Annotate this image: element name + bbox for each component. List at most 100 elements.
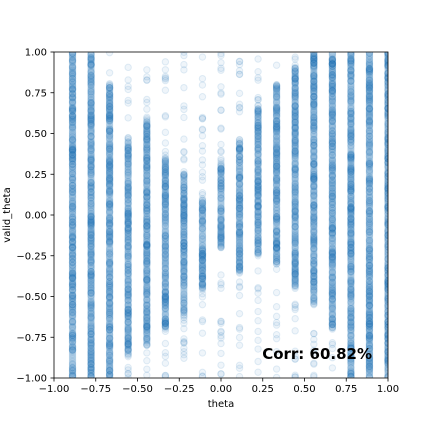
scatter-point: [68, 135, 77, 144]
scatter-point: [105, 341, 114, 350]
scatter-point: [68, 220, 77, 228]
scatter-point: [68, 332, 77, 341]
scatter-point: [291, 304, 299, 312]
scatter-point: [143, 135, 151, 143]
scatter-point: [198, 53, 207, 61]
scatter-point: [68, 269, 77, 277]
scatter-point: [68, 360, 77, 369]
scatter-point: [68, 335, 77, 344]
scatter-point: [87, 350, 95, 358]
scatter-point: [68, 218, 77, 226]
scatter-point: [68, 270, 77, 278]
scatter-point: [68, 107, 77, 115]
scatter-point: [254, 327, 262, 336]
scatter-point: [68, 342, 77, 351]
scatter-point: [68, 58, 77, 66]
scatter-point: [68, 91, 77, 99]
scatter-point: [272, 260, 281, 268]
scatter-point: [124, 248, 132, 256]
scatter-point: [68, 317, 77, 326]
scatter-point: [105, 366, 114, 375]
scatter-point: [217, 204, 225, 213]
scatter-point: [68, 203, 77, 211]
scatter-point: [68, 187, 77, 195]
scatter-point: [68, 258, 77, 267]
scatter-point: [217, 184, 225, 193]
scatter-point: [291, 327, 299, 335]
scatter-point: [87, 207, 95, 215]
scatter-point: [68, 141, 77, 150]
scatter-point: [68, 306, 77, 314]
scatter-point: [68, 334, 77, 343]
scatter-point: [68, 64, 77, 73]
scatter-point: [87, 313, 95, 322]
scatter-point: [68, 169, 77, 178]
scatter-point: [68, 151, 77, 159]
scatter-point: [235, 333, 244, 342]
scatter-point: [68, 264, 77, 272]
scatter-point: [68, 255, 77, 263]
scatter-point: [68, 280, 77, 288]
scatter-point: [68, 56, 77, 64]
scatter-point: [68, 300, 77, 309]
scatter-point: [68, 345, 77, 354]
scatter-point: [87, 360, 95, 369]
scatter-point: [68, 304, 77, 313]
scatter-point: [124, 281, 132, 289]
scatter-point: [68, 169, 77, 178]
scatter-point: [68, 66, 77, 74]
scatter-point: [68, 80, 77, 89]
scatter-point: [68, 366, 77, 375]
scatter-point: [68, 218, 77, 226]
scatter-point: [87, 322, 95, 331]
scatter-point: [310, 201, 318, 209]
scatter-point: [68, 132, 77, 141]
scatter-point: [68, 115, 77, 123]
scatter-point: [68, 325, 77, 333]
scatter-point: [68, 291, 77, 299]
scatter-point: [68, 124, 77, 133]
scatter-point: [68, 180, 77, 188]
scatter-point: [68, 365, 77, 373]
scatter-point: [143, 245, 151, 254]
scatter-point: [68, 202, 77, 211]
scatter-point: [105, 155, 114, 164]
scatter-point: [124, 238, 132, 247]
scatter-point: [68, 266, 77, 274]
scatter-point: [161, 163, 170, 171]
scatter-point: [68, 115, 77, 123]
scatter-point: [68, 244, 77, 252]
scatter-point: [254, 317, 262, 325]
scatter-point: [124, 143, 132, 152]
scatter-point: [68, 156, 77, 164]
scatter-point: [68, 100, 77, 108]
scatter-point: [68, 320, 77, 329]
scatter-point: [68, 254, 77, 263]
scatter-point: [68, 74, 77, 83]
scatter-point: [68, 258, 77, 266]
scatter-point: [68, 318, 77, 326]
scatter-point: [68, 315, 77, 323]
scatter-point: [68, 300, 77, 309]
scatter-point: [105, 89, 114, 98]
scatter-point: [68, 221, 77, 230]
scatter-point: [68, 218, 77, 226]
scatter-point: [198, 261, 207, 269]
scatter-point: [68, 85, 77, 93]
scatter-point: [235, 341, 244, 349]
scatter-point: [124, 290, 132, 298]
scatter-point: [68, 223, 77, 231]
scatter-point: [68, 224, 77, 233]
scatter-point: [68, 274, 77, 283]
scatter-point: [68, 168, 77, 176]
scatter-point: [68, 85, 77, 94]
scatter-point: [68, 285, 77, 293]
scatter-point: [254, 160, 262, 168]
scatter-point: [68, 123, 77, 132]
scatter-point: [235, 258, 244, 266]
scatter-point: [68, 220, 77, 229]
scatter-point: [87, 237, 95, 246]
scatter-point: [68, 289, 77, 298]
scatter-point: [198, 203, 207, 212]
scatter-point: [68, 340, 77, 348]
